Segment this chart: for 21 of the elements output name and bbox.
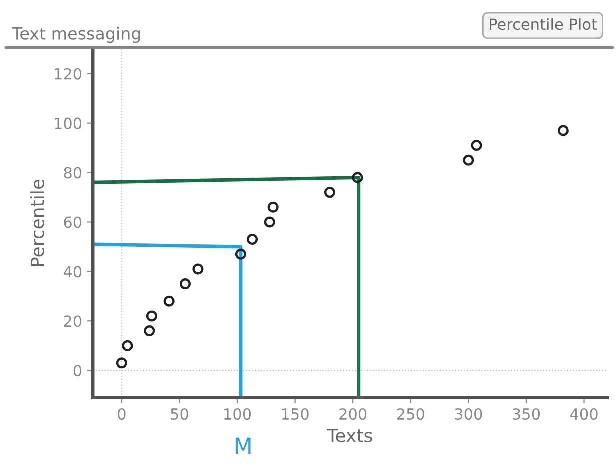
x-tick-label: 200: [340, 408, 367, 420]
x-tick-label: 300: [455, 408, 482, 420]
y-tick-label: 100: [55, 118, 82, 130]
text: Percentile Plot: [490, 18, 598, 30]
x-tick-label: 400: [570, 408, 598, 420]
chart-title: Text messaging: [12, 27, 140, 44]
y-tick-label: 0: [74, 365, 82, 377]
y-tick-label: 120: [55, 68, 82, 80]
text: M: [236, 438, 251, 454]
x-tick-label: 350: [513, 408, 540, 420]
x-tick-label: 150: [282, 408, 309, 420]
x-tick-label: 250: [397, 408, 424, 420]
x-tick-label: 50: [171, 408, 188, 420]
y-tick-label: 40: [64, 266, 82, 278]
x-tick-label: 0: [118, 408, 126, 420]
x-axis-title: Texts: [327, 429, 372, 443]
y-tick-label: 20: [64, 316, 82, 328]
y-tick-label: 60: [64, 216, 82, 228]
y-tick-label: 80: [64, 167, 82, 179]
y-axis-title: Percentile: [30, 180, 44, 266]
x-tick-label: 100: [224, 408, 252, 420]
